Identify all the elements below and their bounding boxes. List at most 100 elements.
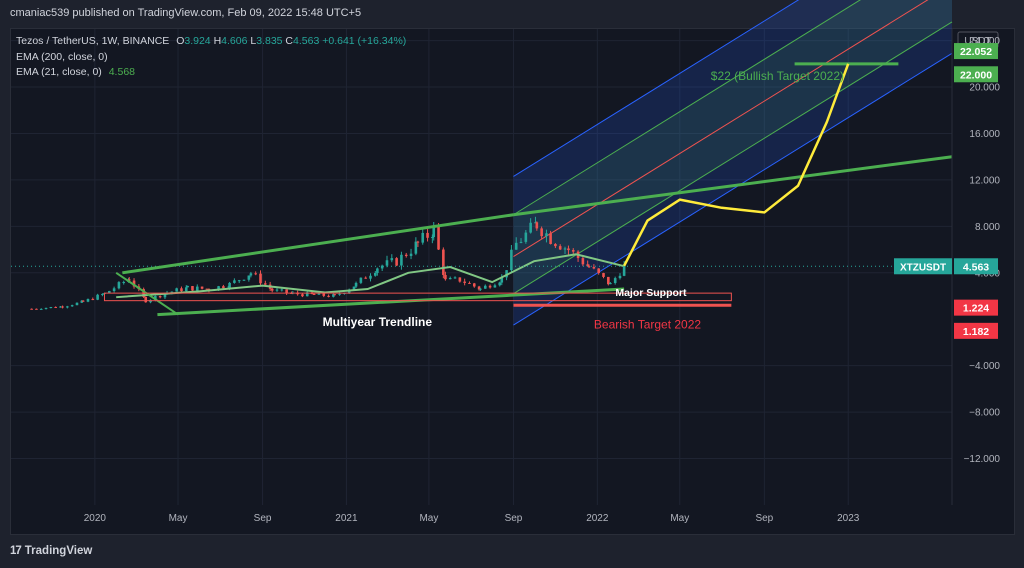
candle-body-5 (54, 307, 57, 309)
candle-body-52 (249, 273, 253, 276)
candle-body-130 (586, 264, 589, 267)
candle-body-95 (432, 225, 436, 238)
legend-ema21-value: 4.568 (108, 66, 135, 78)
price-label-0: 22.052 (960, 46, 992, 58)
candle-body-34 (175, 288, 178, 292)
candle-body-80 (369, 275, 372, 279)
symbol-tag-bg (894, 258, 952, 275)
candle-body-106 (479, 288, 482, 290)
candle-body-137 (613, 278, 617, 284)
candle-body-133 (597, 268, 600, 274)
candle-body-54 (259, 273, 262, 284)
legend-ema200: EMA (200, close, 0) (16, 50, 108, 63)
candle-body-70 (327, 295, 330, 297)
x-tick-9: 2023 (837, 513, 860, 524)
candle-body-73 (338, 293, 341, 295)
candle-body-108 (488, 285, 492, 288)
chart-legend: Tezos / TetherUS, 1W, BINANCE O3.924 H4.… (16, 34, 406, 81)
candle-body-123 (554, 243, 557, 247)
candle-body-49 (237, 280, 241, 282)
channel-band-1 (513, 21, 953, 295)
candle-body-23 (127, 279, 131, 281)
candle-body-50 (242, 279, 246, 281)
candle-body-112 (505, 270, 508, 278)
candle-body-57 (270, 288, 274, 291)
candle-body-29 (154, 296, 157, 300)
candle-body-13 (86, 299, 90, 302)
candle-body-121 (545, 233, 548, 237)
legend-ema21-row: EMA (21, close, 0) 4.568 (16, 65, 406, 81)
candle-body-114 (514, 242, 518, 250)
candle-body-84 (385, 260, 389, 266)
candle-body-122 (549, 233, 552, 244)
candle-body-55 (264, 283, 267, 285)
candle-body-44 (217, 286, 220, 291)
ema21-line (116, 253, 625, 299)
candle-body-40 (200, 286, 204, 289)
price-label-bg-3 (954, 299, 998, 316)
channel-band-3 (513, 0, 861, 216)
candle-body-104 (472, 283, 476, 287)
candle-body-111 (500, 277, 504, 283)
candle-body-15 (96, 294, 99, 300)
legend-change: +0.641 (+16.34%) (322, 35, 407, 47)
candle-body-65 (305, 292, 309, 297)
projection-path (623, 63, 850, 267)
legend-high-value: 4.606 (221, 35, 248, 47)
x-tick-6: 2022 (586, 513, 609, 524)
candle-body-58 (275, 289, 279, 291)
candle-body-136 (609, 283, 612, 285)
candle-body-71 (332, 294, 335, 297)
legend-low-label: L (250, 35, 257, 47)
candle-body-6 (59, 306, 62, 308)
candle-body-76 (352, 286, 356, 290)
candle-body-125 (563, 248, 567, 250)
candle-body-39 (195, 286, 199, 291)
candle-body-10 (75, 302, 79, 306)
candle-body-116 (524, 232, 528, 242)
candle-body-86 (395, 258, 398, 266)
candle-body-9 (70, 305, 74, 307)
price-label-1: 22.000 (960, 69, 992, 81)
candle-body-1 (35, 308, 38, 310)
candle-body-99 (448, 278, 452, 280)
candle-body-3 (44, 307, 48, 309)
candle-body-98 (444, 274, 447, 280)
candle-body-78 (359, 277, 363, 283)
x-tick-8: Sep (755, 513, 773, 524)
legend-close-label: C (285, 35, 294, 47)
chart-frame[interactable] (10, 28, 1015, 535)
legend-close-value: 4.563 (293, 35, 320, 47)
candle-body-96 (437, 225, 440, 250)
candle-body-82 (376, 268, 379, 273)
legend-ema21: EMA (21, close, 0) (16, 66, 102, 78)
channel-band-2 (513, 0, 929, 257)
y-tick-8: −12.000 (964, 454, 1001, 465)
candle-body-2 (39, 308, 43, 310)
candle-body-38 (191, 286, 194, 291)
candle-body-132 (592, 267, 596, 269)
y-tick-3: 12.000 (969, 175, 1000, 186)
channel-inner-fill (513, 0, 952, 294)
candle-body-69 (322, 293, 326, 296)
legend-high-label: H (213, 35, 222, 47)
trendline-left-edge (115, 271, 179, 316)
candle-body-107 (483, 285, 487, 289)
candle-body-118 (534, 222, 537, 224)
x-tick-7: May (670, 513, 689, 524)
candle-body-124 (558, 246, 562, 250)
price-label-bg-1 (954, 66, 998, 83)
candle-body-48 (233, 280, 236, 283)
y-tick-2: 16.000 (969, 129, 1000, 140)
candle-body-30 (158, 296, 162, 298)
legend-open-label: O (176, 35, 185, 47)
candle-body-119 (535, 222, 539, 229)
x-tick-0: 2020 (84, 513, 107, 524)
candle-body-20 (117, 282, 121, 289)
candle-body-79 (364, 277, 367, 279)
x-tick-3: 2021 (335, 513, 358, 524)
candle-body-87 (400, 254, 403, 266)
footer-brand[interactable]: 17 TradingView (10, 545, 92, 557)
candle-body-16 (101, 294, 104, 296)
